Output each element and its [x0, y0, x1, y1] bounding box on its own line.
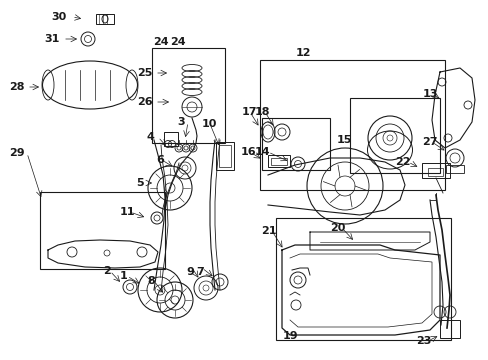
Bar	[275, 218, 450, 340]
Bar	[270, 158, 286, 165]
Text: 4: 4	[146, 132, 154, 142]
Text: 5: 5	[136, 178, 143, 188]
Text: 17: 17	[241, 107, 256, 117]
Bar	[262, 118, 329, 170]
Text: 24: 24	[170, 37, 185, 47]
Text: 7: 7	[196, 267, 203, 277]
Bar	[445, 165, 463, 173]
Bar	[427, 168, 442, 176]
Bar	[349, 98, 439, 173]
Text: 1: 1	[120, 271, 128, 281]
Text: 27: 27	[421, 137, 437, 147]
Text: 6: 6	[156, 155, 163, 165]
Text: 21: 21	[261, 226, 276, 236]
Text: 13: 13	[422, 89, 437, 99]
Text: 29: 29	[9, 148, 25, 158]
Text: 12: 12	[295, 48, 310, 58]
Text: 3: 3	[177, 117, 184, 127]
Text: 15: 15	[336, 135, 351, 145]
Text: 10: 10	[201, 119, 216, 129]
Text: 30: 30	[51, 12, 66, 22]
Text: 16: 16	[240, 147, 255, 157]
Text: 2: 2	[103, 266, 111, 276]
Text: 26: 26	[137, 97, 153, 107]
Bar	[260, 60, 444, 190]
Text: 24: 24	[153, 37, 168, 47]
Bar	[267, 155, 289, 167]
Bar	[152, 48, 224, 143]
Bar	[219, 145, 230, 167]
Bar	[439, 320, 459, 338]
Text: 22: 22	[394, 157, 410, 167]
Text: 25: 25	[137, 68, 152, 78]
Text: 9: 9	[185, 267, 194, 277]
Bar	[96, 14, 114, 24]
Text: 23: 23	[415, 336, 431, 346]
Bar	[216, 142, 234, 170]
Bar	[421, 163, 449, 178]
Bar	[40, 192, 164, 269]
Bar	[163, 132, 178, 146]
Text: 19: 19	[283, 331, 298, 341]
Text: 14: 14	[255, 147, 270, 157]
Text: 11: 11	[119, 207, 135, 217]
Text: 18: 18	[254, 107, 269, 117]
Text: 28: 28	[9, 82, 25, 92]
Text: 20: 20	[329, 223, 345, 233]
Text: 8: 8	[147, 276, 155, 286]
Text: 31: 31	[44, 34, 60, 44]
